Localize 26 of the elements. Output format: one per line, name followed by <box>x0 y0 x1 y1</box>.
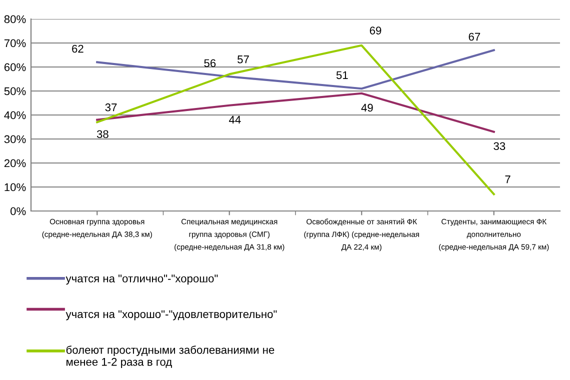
y-tick-label: 80% <box>4 15 26 24</box>
legend-label: учатся на "хорошо"-"удовлетворительно" <box>66 310 277 320</box>
legend-label: учатся на "отлично"-"хорошо" <box>66 274 218 285</box>
data-label: 69 <box>370 26 382 34</box>
y-tick-label: 60% <box>4 63 26 72</box>
data-label: 56 <box>204 59 216 68</box>
data-label: 49 <box>361 104 373 112</box>
data-label: 51 <box>336 71 348 80</box>
data-label: 7 <box>505 176 510 184</box>
line-series <box>96 49 495 90</box>
y-tick-label: 20% <box>4 159 26 168</box>
y-tick-label: 0% <box>10 207 26 216</box>
y-tick-label: 40% <box>4 111 26 120</box>
data-label: 37 <box>105 103 117 112</box>
y-tick-label: 10% <box>4 183 26 192</box>
data-label: 33 <box>494 142 506 150</box>
data-label: 67 <box>468 32 480 41</box>
line-series <box>96 44 495 196</box>
data-label: 38 <box>96 130 108 138</box>
y-tick-label: 50% <box>4 87 26 96</box>
y-tick-label: 70% <box>4 39 26 48</box>
data-label: 57 <box>238 56 249 64</box>
legend-label: болеют простудными заболеваниями не менее 1-2 раза в год <box>66 346 274 368</box>
data-label: 62 <box>72 44 84 53</box>
data-label: 44 <box>229 116 241 124</box>
y-tick-label: 30% <box>4 135 26 144</box>
